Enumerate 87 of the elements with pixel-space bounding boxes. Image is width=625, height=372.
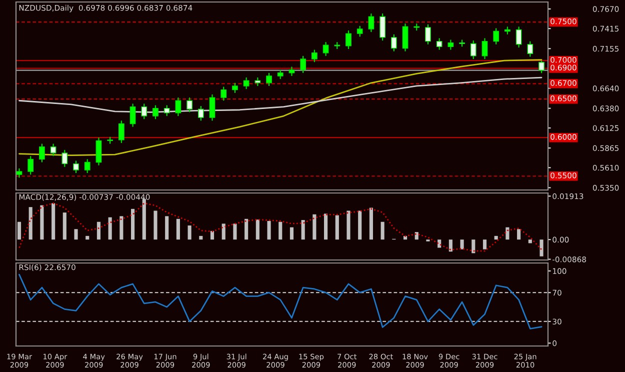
bar [267, 220, 271, 240]
bar [256, 220, 260, 240]
candlestick [84, 158, 90, 174]
bar [369, 208, 373, 240]
bar [199, 236, 203, 240]
bar [301, 220, 305, 240]
bar [414, 232, 418, 240]
line-series [18, 202, 542, 252]
bar [346, 210, 350, 240]
bar [494, 236, 498, 240]
candlestick [527, 40, 534, 58]
bar [290, 227, 294, 240]
candlestick [130, 103, 136, 128]
bar [40, 205, 44, 240]
candlestick [16, 168, 22, 178]
bar [62, 212, 66, 240]
bar [482, 240, 487, 250]
candlestick [346, 30, 352, 50]
line-series [18, 76, 542, 113]
candlestick [380, 13, 386, 42]
bar [86, 236, 90, 240]
candlestick [73, 160, 79, 174]
candlestick [425, 24, 431, 45]
line-series [18, 274, 542, 330]
bar [28, 207, 32, 240]
candlestick [220, 86, 227, 102]
candlestick [232, 82, 238, 94]
bar [312, 214, 316, 240]
bar [165, 216, 169, 240]
bar [154, 210, 158, 240]
candlestick [482, 38, 488, 60]
bar [188, 225, 192, 240]
bar [244, 218, 248, 240]
bar [233, 224, 237, 240]
bar [120, 216, 124, 240]
bar [17, 222, 22, 240]
candlestick [175, 96, 182, 117]
candlestick [209, 94, 216, 122]
bar [506, 227, 510, 240]
bar [517, 229, 521, 240]
candlestick [96, 137, 102, 166]
bar [52, 203, 56, 240]
bar [222, 224, 226, 240]
candlestick [322, 42, 329, 56]
bar [96, 222, 101, 240]
bar [380, 222, 384, 240]
candlestick [198, 105, 204, 122]
line-series [18, 59, 542, 156]
candlestick [50, 143, 56, 157]
candlestick [448, 39, 454, 50]
bar [278, 222, 282, 240]
candlestick [152, 104, 158, 120]
bar [108, 217, 112, 240]
candlestick [39, 143, 45, 163]
candlestick [164, 104, 170, 117]
candlestick [470, 40, 476, 60]
bar [540, 240, 544, 256]
candlestick [368, 13, 374, 33]
bar [448, 240, 452, 252]
bar [358, 210, 362, 240]
candlestick [390, 34, 397, 52]
candlestick [266, 72, 272, 87]
candlestick [402, 23, 408, 52]
candlestick [141, 103, 148, 120]
candlestick [538, 60, 544, 74]
bar [528, 240, 532, 244]
bar [460, 240, 464, 250]
candlestick [243, 76, 250, 90]
candlestick [493, 28, 500, 45]
bar [324, 214, 328, 240]
bar [142, 198, 146, 240]
candlestick [62, 149, 68, 168]
bar [335, 215, 339, 240]
bar [176, 218, 180, 240]
candlestick [28, 156, 34, 176]
candlestick [300, 55, 306, 74]
candlestick [118, 120, 124, 144]
bar [130, 208, 135, 240]
candlestick [277, 69, 284, 80]
bar [210, 230, 214, 240]
candlestick [436, 38, 442, 50]
bar [472, 240, 476, 254]
bar [74, 229, 78, 240]
candlestick [356, 25, 363, 38]
candlestick [311, 49, 318, 63]
candlestick [186, 96, 192, 113]
candlestick [516, 26, 522, 48]
